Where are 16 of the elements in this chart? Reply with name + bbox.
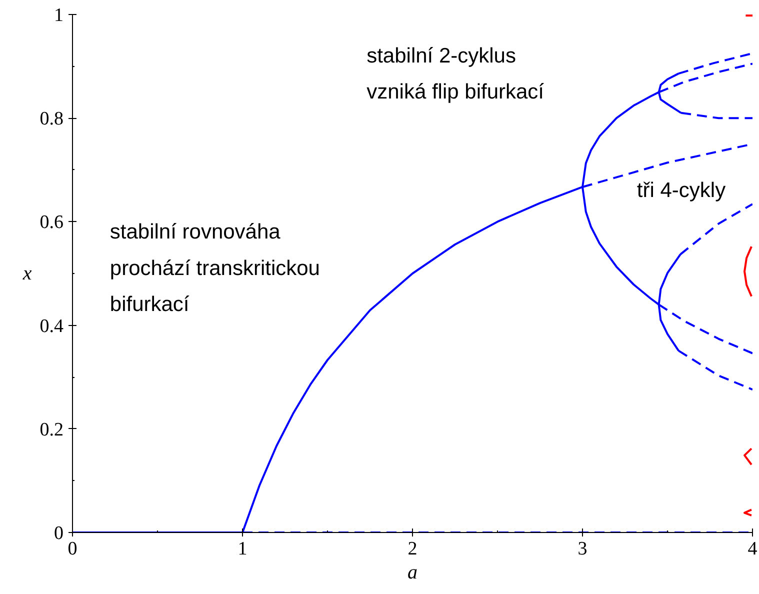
annotation: tři 4-cykly xyxy=(636,179,726,202)
annotation: stabilní 2-cyklus vzniká flip bifurkací xyxy=(366,44,544,104)
y-tick-label: 0.2 xyxy=(40,419,64,440)
x-tick-label: 1 xyxy=(238,538,248,560)
y-tick-label: 0 xyxy=(54,523,64,544)
annotation: stabilní rovnováha prochází transkritickou bifurkací xyxy=(110,220,320,316)
x-tick-label: 2 xyxy=(408,538,418,560)
x-axis-title: a xyxy=(408,562,418,584)
x-tick-label: 0 xyxy=(68,538,78,560)
x-tick-label: 3 xyxy=(578,538,588,560)
y-tick-label: 0.8 xyxy=(40,108,64,130)
y-tick-label: 0.4 xyxy=(40,316,64,337)
y-tick-label: 1 xyxy=(54,5,64,26)
y-axis-title: x xyxy=(22,262,32,284)
x-tick-label: 4 xyxy=(748,538,758,560)
y-tick-label: 0.6 xyxy=(40,212,64,234)
